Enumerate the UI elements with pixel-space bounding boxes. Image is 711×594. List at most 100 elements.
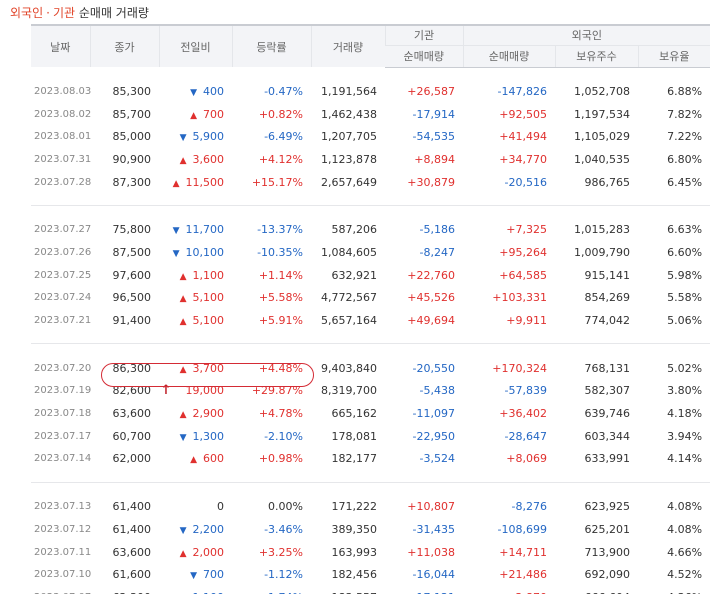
ratio-cell: 6.88% [667, 84, 703, 98]
close-cell: 85,000 [112, 130, 152, 144]
change-cell: ▲ 700 [159, 103, 232, 126]
close-cell: 63,600 [112, 545, 152, 559]
rate-cell: +0.82% [258, 107, 303, 121]
volume-cell: 1,207,705 [321, 130, 377, 144]
change-cell: ▲ 3,600 [159, 148, 232, 171]
change-cell: ▲ 3,700 [159, 357, 232, 380]
change-value: 2,900 [192, 407, 225, 421]
triangle-up-icon: ▲ [179, 317, 187, 328]
rate-cell: 0.00% [268, 500, 303, 514]
table-row: 2023.07.18 63,600 ▲ 2,900 +4.78% 665,162 -11,0… [31, 402, 710, 425]
inst-net-cell: -20,550 [412, 361, 455, 375]
close-cell: 62,300 [90, 586, 159, 594]
group-divider [31, 193, 711, 206]
header-row-sub: 순매매량 순매매량 보유주수 보유율 [31, 44, 711, 68]
rate-cell: +4.48% [258, 361, 303, 375]
change-cell: ▲ 11,500 [159, 171, 232, 194]
triangle-down-icon: ▼ [190, 571, 197, 582]
ratio-cell: 4.66% [667, 545, 703, 559]
ratio-cell: 6.45% [667, 175, 703, 189]
close-cell: 61,400 [112, 500, 152, 514]
close-cell: 91,400 [112, 314, 152, 328]
highlight-circle-annotation [101, 363, 314, 387]
foreign-net-cell: -57,839 [504, 384, 547, 398]
holding-cell: 713,900 [584, 545, 631, 559]
date-cell: 2023.07.19 [34, 385, 92, 397]
close-cell: 86,300 [112, 361, 152, 375]
ratio-cell: 4.52% [667, 568, 703, 582]
change-cell: ▼ 11,700 [159, 218, 232, 241]
volume-cell: 1,191,564 [321, 84, 377, 98]
close-cell: 61,600 [112, 568, 152, 582]
volume-cell: 389,350 [331, 522, 378, 536]
table-body: 2023.08.03 85,300 ▼ 400 -0.47% 1,191,564 +26,5… [31, 67, 711, 594]
change-cell: ▲ 600 [159, 448, 232, 471]
date-cell: 2023.07.28 [34, 176, 92, 188]
row-spacer [31, 205, 710, 218]
change-value: 1,300 [192, 429, 225, 443]
volume-cell: 183,557 [311, 586, 385, 594]
ratio-cell: 6.63% [667, 223, 703, 237]
ratio-cell: 6.60% [667, 245, 703, 259]
holding-cell: 666,604 [555, 586, 638, 594]
change-value: 10,100 [185, 245, 225, 259]
upper-limit-arrow-icon: ↑ [160, 383, 172, 399]
holding-cell: 774,042 [584, 314, 631, 328]
rate-cell: +29.87% [251, 384, 303, 398]
inst-net-cell: -17,121 [385, 586, 463, 594]
table-row: 2023.07.27 75,800 ▼ 11,700 -13.37% 587,206 -5,… [31, 218, 710, 241]
foreign-net-cell: +95,264 [499, 245, 547, 259]
inst-net-cell: -16,044 [412, 568, 455, 582]
triangle-down-icon: ▼ [172, 226, 180, 237]
table-row: 2023.07.12 61,400 ▼ 2,200 -3.46% 389,350 -31,4… [31, 518, 710, 541]
change-value: 1,100 [192, 268, 225, 282]
foreign-net-cell: -147,826 [497, 84, 547, 98]
close-cell: 75,800 [112, 223, 152, 237]
table-row: 2023.07.14 62,000 ▲ 600 +0.98% 182,177 -3,524 +… [31, 448, 710, 471]
rate-cell: -2.10% [264, 429, 303, 443]
holding-cell: 1,009,790 [574, 245, 630, 259]
rate-cell: +0.98% [258, 452, 303, 466]
holding-cell: 692,090 [584, 568, 631, 582]
row-spacer [31, 344, 710, 357]
foreign-net-cell: +34,770 [499, 152, 547, 166]
holding-cell: 1,105,029 [574, 130, 630, 144]
header-institution: 기관 [384, 24, 463, 45]
header-date: 날짜 [31, 24, 90, 67]
foreign-net-cell: -28,647 [504, 429, 547, 443]
table-row: 2023.07.20 86,300 ▲ 3,700 +4.48% 9,403,840 -20… [31, 357, 710, 380]
change-value: 5,900 [192, 130, 225, 144]
table-row: 2023.07.24 96,500 ▲ 5,100 +5.58% 4,772,567 +45… [31, 287, 710, 310]
ratio-cell: 4.08% [667, 500, 703, 514]
change-value: 0 [217, 500, 224, 514]
close-cell: 90,900 [112, 152, 152, 166]
triangle-up-icon: ▲ [190, 110, 197, 121]
change-cell: ▼ 2,200 [159, 518, 232, 541]
table-row: 2023.07.25 97,600 ▲ 1,100 +1.14% 632,921 +22,7… [31, 264, 710, 287]
close-cell: 96,500 [112, 291, 152, 305]
table-row: 2023.07.11 63,600 ▲ 2,000 +3.25% 163,993 +11,0… [31, 541, 710, 564]
date-cell: 2023.07.20 [34, 362, 92, 374]
foreign-net-cell: +36,402 [499, 407, 547, 421]
foreign-net-cell: -8,276 [511, 500, 547, 514]
change-cell: 0 [159, 495, 232, 518]
foreign-net-cell: +2,870 [463, 586, 555, 594]
date-cell: 2023.07.25 [34, 269, 92, 281]
change-value: 400 [203, 84, 224, 98]
triangle-up-icon: ▲ [179, 410, 187, 421]
volume-cell: 632,921 [331, 268, 378, 282]
triangle-down-icon: ▼ [179, 525, 187, 536]
title-separator: · [46, 6, 50, 20]
ratio-cell: 4.18% [667, 407, 703, 421]
triangle-down-icon: ▼ [179, 432, 187, 443]
change-value: 3,700 [192, 361, 225, 375]
triangle-up-icon: ▲ [179, 155, 187, 166]
holding-cell: 582,307 [584, 384, 631, 398]
header-volume: 거래량 [310, 24, 385, 67]
ratio-cell: 4.14% [667, 452, 703, 466]
rate-cell: -0.47% [264, 84, 303, 98]
date-cell: 2023.07.10 [34, 569, 92, 581]
ratio-cell: 5.02% [667, 361, 703, 375]
change-cell: ▼ 10,100 [159, 241, 232, 264]
rate-cell: -3.46% [264, 522, 303, 536]
